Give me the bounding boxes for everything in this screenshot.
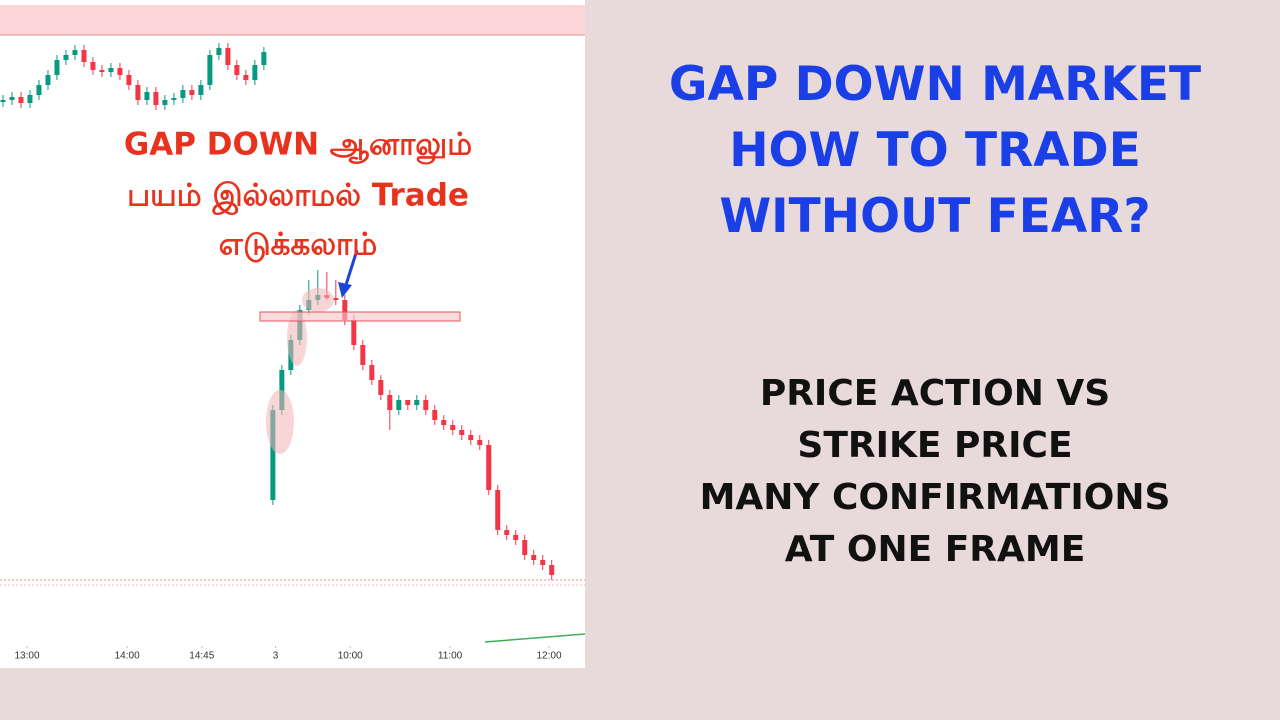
candle-body — [450, 425, 456, 430]
candle-body — [126, 75, 132, 85]
candle-body — [369, 365, 375, 380]
candle-body — [396, 400, 402, 410]
candle-body — [207, 55, 213, 85]
candle-body — [423, 400, 429, 410]
highlight — [266, 390, 294, 454]
candle-body — [432, 410, 438, 420]
candle-body — [387, 395, 393, 410]
candle-body — [198, 85, 204, 95]
candle-body — [36, 85, 42, 95]
candle-body — [9, 97, 15, 100]
candle-body — [81, 50, 87, 62]
candle-body — [0, 100, 6, 102]
candle-body — [252, 65, 258, 80]
trend-line — [484, 633, 585, 643]
candle-body — [414, 400, 420, 405]
candle-body — [72, 50, 78, 55]
candle-body — [27, 95, 33, 103]
candle-body — [351, 320, 357, 345]
candle-body — [108, 68, 114, 72]
candle-body — [180, 90, 186, 98]
candle-body — [459, 430, 465, 435]
candle-body — [279, 370, 285, 410]
x-tick-label: 12:00 — [537, 651, 562, 662]
subtitle: PRICE ACTION VS STRIKE PRICE MANY CONFIR… — [590, 368, 1280, 576]
highlight — [302, 288, 334, 312]
candle-body — [144, 92, 150, 100]
candle-body — [477, 440, 483, 445]
chart-panel: GAP DOWN ஆனாலும் பயம் இல்லாமல் Trade எடு… — [0, 0, 585, 668]
candle-body — [225, 48, 231, 65]
title-line: HOW TO TRADE — [729, 123, 1141, 178]
candle-body — [63, 55, 69, 60]
top-zone — [0, 5, 585, 35]
subtitle-line: AT ONE FRAME — [784, 529, 1086, 570]
resistance-box — [259, 311, 461, 322]
candle-body — [234, 65, 240, 75]
highlight — [287, 310, 307, 366]
arrow-head — [338, 282, 352, 298]
x-tick-label: 13:00 — [15, 651, 40, 662]
candle-body — [261, 52, 267, 65]
candle-body — [153, 92, 159, 105]
candle-body — [441, 420, 447, 425]
title-line: GAP DOWN MARKET — [668, 57, 1202, 112]
candle-body — [99, 70, 105, 72]
annotation: GAP DOWN ஆனாலும் — [124, 127, 472, 166]
candle-body — [171, 98, 177, 100]
candle-body — [18, 97, 24, 103]
candle-body — [486, 445, 492, 490]
annotation: எடுக்கலாம் — [219, 227, 377, 263]
candle-body — [513, 535, 519, 540]
candle-body — [522, 540, 528, 555]
candle-body — [342, 300, 348, 320]
x-tick-label: 14:45 — [189, 651, 214, 662]
subtitle-line: PRICE ACTION VS — [759, 373, 1111, 414]
candle-body — [405, 400, 411, 405]
x-tick-label: 3 — [273, 651, 279, 662]
x-tick-label: 11:00 — [438, 651, 463, 662]
candle-body — [468, 435, 474, 440]
title: GAP DOWN MARKET HOW TO TRADE WITHOUT FEA… — [590, 52, 1280, 250]
candle-body — [117, 68, 123, 75]
candle-body — [378, 380, 384, 395]
candle-body — [45, 75, 51, 85]
x-axis: 13:00 14:00 14:45 3 10:00 11:00 12:00 — [15, 646, 562, 662]
candle-body — [495, 490, 501, 530]
candle-body — [333, 298, 339, 300]
candle-body — [54, 60, 60, 75]
candle-body — [90, 62, 96, 70]
candle-body — [540, 560, 546, 565]
candle-body — [189, 90, 195, 95]
annotation: பயம் இல்லாமல் Trade — [127, 178, 469, 216]
candle-body — [162, 100, 168, 105]
candle-body — [270, 410, 276, 500]
subtitle-line: MANY CONFIRMATIONS — [699, 477, 1171, 518]
x-tick-label: 10:00 — [338, 651, 363, 662]
candle-body — [216, 48, 222, 55]
candle-body — [531, 555, 537, 560]
candle-body — [135, 85, 141, 100]
subtitle-line: STRIKE PRICE — [797, 425, 1073, 466]
candle-body — [360, 345, 366, 365]
candle-body — [243, 75, 249, 80]
x-tick-label: 14:00 — [115, 651, 140, 662]
arrow-shaft — [343, 249, 359, 289]
candle-body — [549, 565, 555, 575]
candle-body — [504, 530, 510, 535]
title-line: WITHOUT FEAR? — [719, 189, 1151, 244]
